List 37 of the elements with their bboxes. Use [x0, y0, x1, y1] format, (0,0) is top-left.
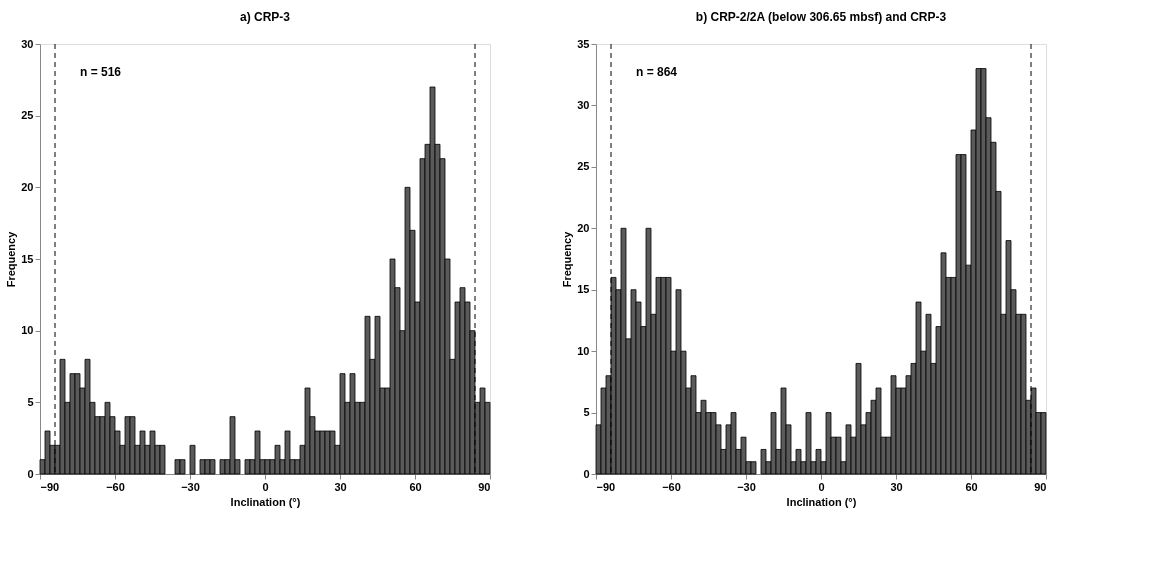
y-tick-label: 20 — [21, 180, 34, 193]
x-tick-label: 30 — [890, 480, 903, 493]
x-tick-label: 90 — [1034, 480, 1047, 493]
x-tick-label: −30 — [181, 480, 200, 493]
x-tick-label: 60 — [965, 480, 978, 493]
y-tick-label: 10 — [21, 324, 34, 337]
y-tick-label: 35 — [577, 37, 590, 50]
y-tick-label: 25 — [21, 109, 34, 122]
x-tick-label: −90 — [40, 480, 60, 493]
y-axis-title: Frequency — [5, 230, 18, 288]
y-tick-label: 5 — [583, 406, 590, 419]
x-axis-title: Inclination (°) — [786, 495, 857, 508]
y-tick-label: 5 — [27, 395, 34, 408]
x-tick-label: −30 — [737, 480, 756, 493]
x-tick-label: 0 — [262, 480, 269, 493]
x-tick-label: −90 — [596, 480, 616, 493]
x-tick-label: −60 — [662, 480, 681, 493]
chart-title: b) CRP-2/2A (below 306.65 mbsf) and CRP-3 — [695, 10, 947, 24]
y-tick-label: 0 — [27, 467, 34, 480]
y-tick-label: 10 — [577, 344, 590, 357]
x-tick-label: 0 — [818, 480, 825, 493]
y-tick-label: 30 — [21, 37, 34, 50]
annotation: n = 516 — [80, 65, 122, 79]
chart-title: a) CRP-3 — [239, 10, 291, 24]
y-tick-label: 30 — [577, 98, 590, 111]
x-tick-label: 30 — [334, 480, 347, 493]
y-tick-label: 15 — [21, 252, 34, 265]
y-axis-title: Frequency — [561, 230, 574, 288]
y-tick-label: 25 — [577, 160, 590, 173]
annotation: n = 864 — [636, 65, 678, 79]
x-tick-label: 90 — [478, 480, 491, 493]
x-axis-title: Inclination (°) — [230, 495, 301, 508]
y-tick-label: 20 — [577, 221, 590, 234]
x-tick-label: −60 — [106, 480, 125, 493]
y-tick-label: 15 — [577, 283, 590, 296]
x-tick-label: 60 — [409, 480, 422, 493]
y-tick-label: 0 — [583, 467, 590, 480]
